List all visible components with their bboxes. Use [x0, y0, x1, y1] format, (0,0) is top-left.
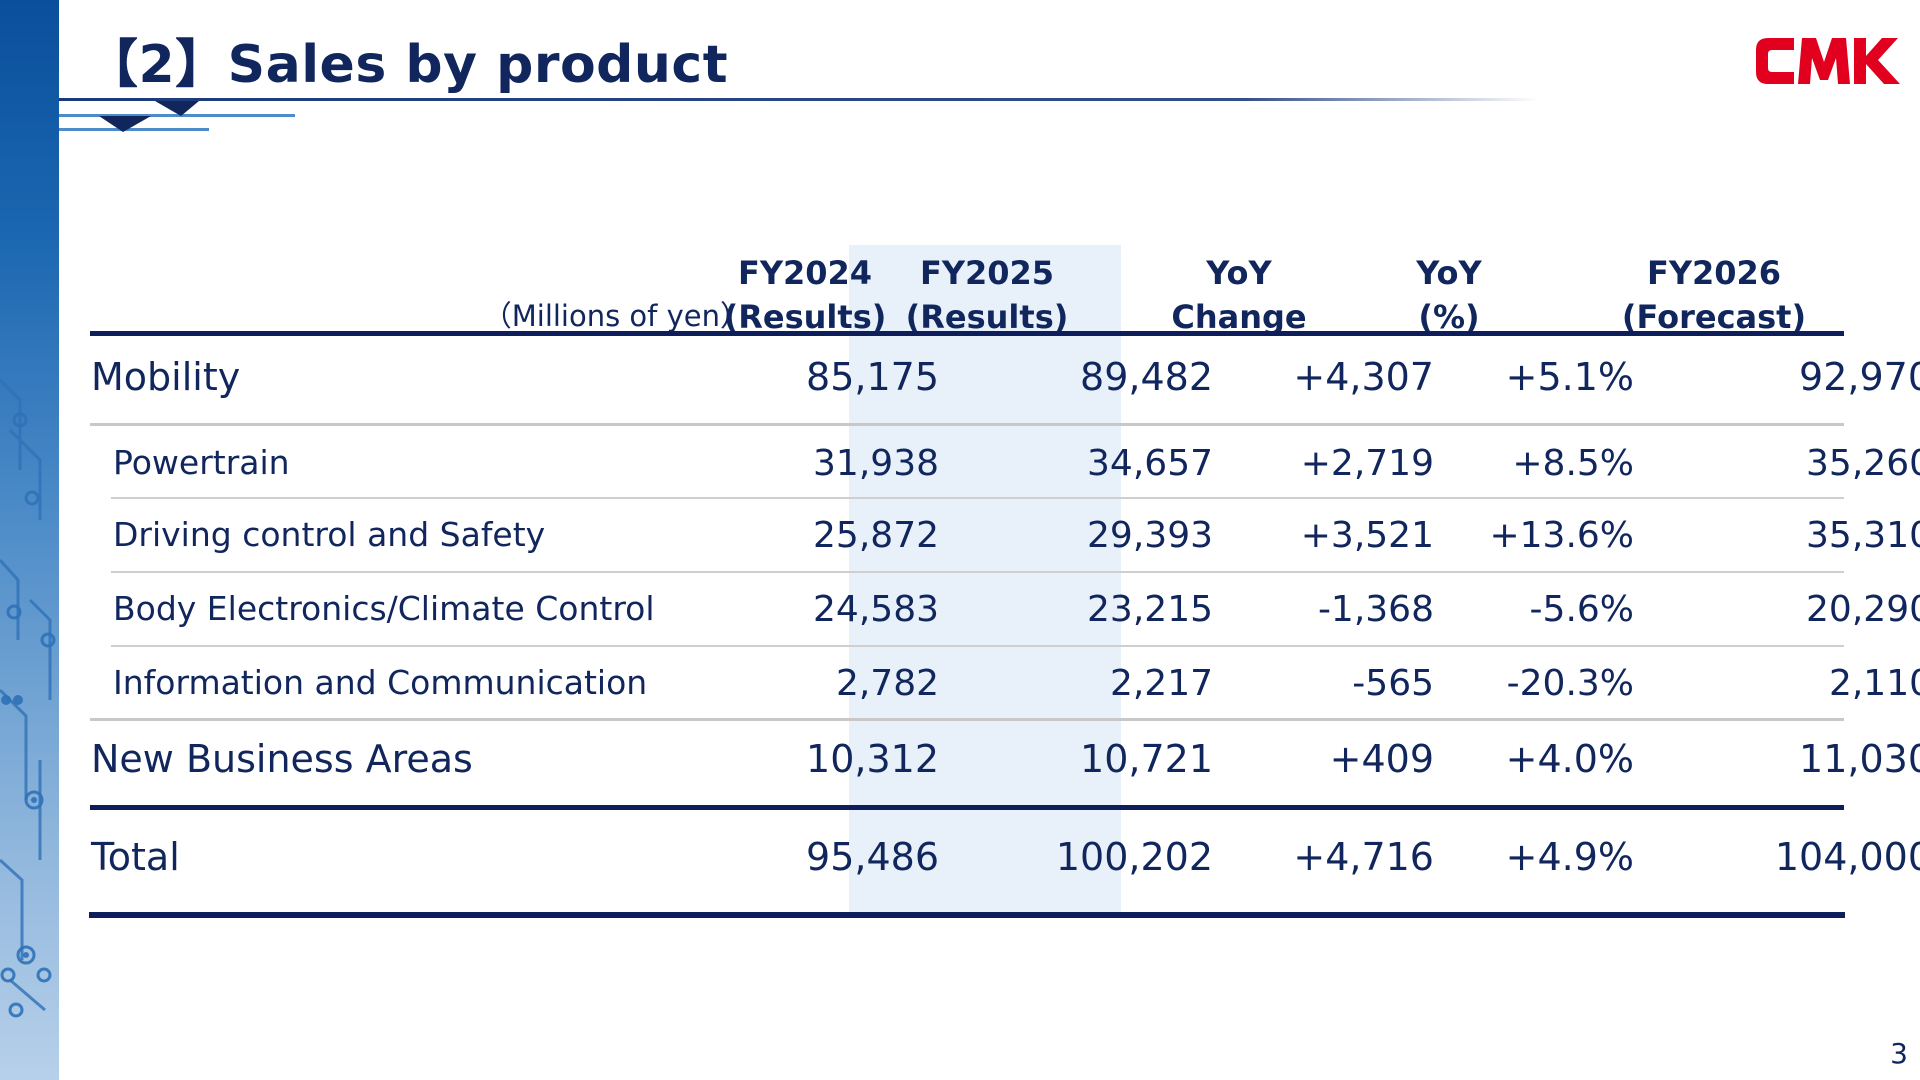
column-header-yoy-change: YoY Change	[1171, 254, 1307, 336]
cell-fy2026: 92,970	[1799, 355, 1920, 399]
row-label: New Business Areas	[91, 737, 473, 781]
cell-yoy-percent: -5.6%	[1529, 589, 1634, 630]
total-rule	[90, 805, 1844, 810]
cmk-logo	[1756, 38, 1900, 84]
cell-fy2024: 2,782	[835, 663, 939, 704]
cell-yoy-change: +3,521	[1300, 515, 1434, 556]
cell-fy2024: 10,312	[806, 737, 939, 781]
row-divider	[111, 571, 1844, 573]
fy2025-highlight-column	[849, 245, 1121, 913]
column-header-fy2026: FY2026 (Forecast)	[1621, 254, 1807, 336]
cell-fy2025: 100,202	[1055, 835, 1213, 879]
cell-yoy-percent: +13.6%	[1489, 515, 1634, 556]
cell-yoy-change: -1,368	[1317, 589, 1434, 630]
cell-fy2024: 25,872	[813, 515, 939, 556]
cell-yoy-percent: +8.5%	[1512, 443, 1634, 484]
cell-fy2025: 89,482	[1080, 355, 1213, 399]
column-header-fy2024: FY2024 (Results)	[723, 254, 887, 336]
cell-fy2025: 29,393	[1087, 515, 1213, 556]
row-divider	[111, 645, 1844, 647]
row-divider	[90, 423, 1844, 426]
cell-yoy-percent: +4.0%	[1505, 737, 1634, 781]
cell-fy2024: 85,175	[806, 355, 939, 399]
column-header-fy2025: FY2025 (Results)	[905, 254, 1069, 336]
row-label: Mobility	[91, 355, 241, 399]
row-label: Information and Communication	[113, 663, 648, 702]
cell-yoy-change: +409	[1329, 737, 1434, 781]
cell-yoy-change: +4,716	[1293, 835, 1434, 879]
cell-fy2026: 2,110	[1828, 663, 1920, 704]
cell-fy2024: 95,486	[806, 835, 939, 879]
cell-fy2025: 10,721	[1080, 737, 1213, 781]
cell-fy2026: 35,310	[1806, 515, 1920, 556]
cell-fy2026: 11,030	[1799, 737, 1920, 781]
row-label: Powertrain	[113, 443, 290, 482]
cell-fy2025: 2,217	[1109, 663, 1213, 704]
header-rule	[90, 331, 1844, 336]
page-title: 【2】Sales by product	[86, 35, 729, 95]
row-label: Driving control and Safety	[113, 515, 546, 554]
unit-label: （Millions of yen）	[482, 299, 749, 333]
cell-yoy-percent: +5.1%	[1505, 355, 1634, 399]
cell-fy2025: 23,215	[1087, 589, 1213, 630]
cell-fy2026: 35,260	[1806, 443, 1920, 484]
page-number: 3	[1890, 1037, 1908, 1070]
bottom-rule	[89, 912, 1845, 918]
cell-yoy-percent: -20.3%	[1506, 663, 1634, 704]
cell-yoy-change: -565	[1352, 663, 1434, 704]
circuit-pattern-icon	[0, 378, 56, 1018]
cell-fy2025: 34,657	[1087, 443, 1213, 484]
row-divider	[90, 718, 1844, 721]
cell-fy2024: 31,938	[813, 443, 939, 484]
cell-yoy-change: +2,719	[1300, 443, 1434, 484]
cell-fy2026: 20,290	[1806, 589, 1920, 630]
cell-yoy-percent: +4.9%	[1505, 835, 1634, 879]
row-divider	[111, 497, 1844, 499]
cell-yoy-change: +4,307	[1293, 355, 1434, 399]
left-decorative-band	[0, 0, 59, 1080]
row-label: Body Electronics/Climate Control	[113, 589, 655, 628]
header-divider	[59, 98, 1539, 132]
sales-table: （Millions of yen） FY2024 (Results) FY202…	[89, 245, 1920, 920]
column-header-yoy-percent: YoY (%)	[1416, 254, 1482, 336]
row-label: Total	[91, 835, 180, 879]
cell-fy2026: 104,000	[1774, 835, 1920, 879]
cell-fy2024: 24,583	[813, 589, 939, 630]
